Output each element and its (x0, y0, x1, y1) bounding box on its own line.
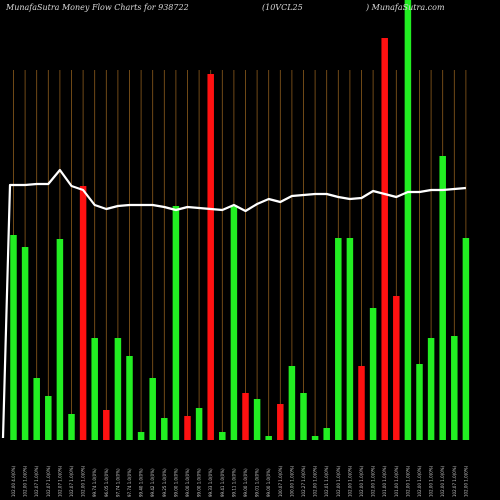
x-tick-label: 102.00 1.0(0%) (336, 465, 341, 497)
bar (416, 364, 423, 440)
chart-title-left: MunafaSutra Money Flow Charts for 938722 (5, 3, 189, 12)
x-tick-label: 99.33 1.0(0%) (208, 468, 213, 497)
bar (393, 296, 400, 440)
bar (439, 156, 446, 440)
x-tick-label: 102.07 1.0(0%) (69, 465, 74, 497)
bar (451, 336, 458, 440)
x-tick-label: 102.00 1.0(0%) (463, 465, 468, 497)
x-tick-label: 100.00 1.0(0%) (289, 465, 294, 497)
x-tick-label: 102.07 1.0(0%) (452, 465, 457, 497)
bar (68, 414, 75, 440)
x-tick-label: 99.40 1.0(0%) (139, 468, 144, 497)
x-tick-label: 102.00 1.0(0%) (417, 465, 422, 497)
bar (137, 432, 145, 440)
x-tick-label: 99.00 1.0(0%) (243, 468, 248, 497)
x-tick-label: 102.07 1.0(0%) (34, 465, 39, 497)
bar (207, 74, 214, 440)
x-tick-label: 102.00 1.0(0%) (405, 465, 410, 497)
bar (219, 432, 226, 440)
x-tick-label: 102.00 1.0(0%) (347, 465, 352, 497)
bar (184, 416, 191, 440)
bar (33, 378, 40, 440)
bar (10, 235, 17, 440)
bar (335, 238, 342, 440)
x-tick-label: 99.00 1.0(0%) (185, 468, 190, 497)
x-tick-label: 102.00 1.0(0%) (23, 465, 28, 497)
chart-title-symbol: (10VCL25 (262, 3, 303, 12)
bar (288, 366, 296, 440)
x-tick-label: 102.01 1.0(0%) (324, 465, 329, 497)
x-tick-label: 99.00 1.0(0%) (266, 468, 271, 497)
x-tick-label: 99.00 1.0(0%) (197, 468, 202, 497)
money-flow-line (1, 168, 466, 439)
bar (21, 247, 29, 440)
x-tick-label: 101.00 1.0(0%) (394, 465, 399, 497)
bar (149, 378, 156, 440)
bar (311, 436, 319, 440)
bar (79, 186, 87, 440)
bar (265, 436, 272, 440)
x-tick-label: 96.05 1.0(0%) (104, 468, 109, 497)
x-tick-label: 102.00 1.0(0%) (371, 465, 376, 497)
bar (277, 404, 284, 440)
bar (91, 338, 98, 440)
x-tick-label: 102.00 1.0(0%) (81, 465, 86, 497)
x-tick-label: 102.07 1.0(0%) (57, 465, 62, 497)
bar (253, 399, 261, 440)
x-tick-label: 99.41 1.0(0%) (220, 468, 225, 497)
bar (230, 206, 238, 440)
x-tick-label: 102.27 1.0(0%) (301, 465, 306, 497)
bar-series (10, 0, 470, 440)
bar (45, 396, 52, 440)
x-tick-labels: 102.00 4.0(0%) 102.00 1.0(0%) 102.07 1.0(0… (11, 465, 468, 497)
bar (381, 38, 388, 440)
bar (427, 338, 435, 440)
x-tick-label: 99.42 1.0(0%) (150, 468, 155, 497)
bar (323, 428, 330, 440)
x-tick-label: 102.00 1.0(0%) (429, 465, 434, 497)
bar (126, 356, 133, 440)
bar (404, 0, 412, 440)
x-tick-label: 99.01 1.0(0%) (255, 468, 260, 497)
bar (462, 238, 470, 440)
x-tick-label: 102.00 1.0(0%) (440, 465, 445, 497)
bar (103, 410, 110, 440)
x-tick-label: 97.74 1.0(0%) (127, 468, 132, 497)
x-tick-label: 99.25 1.0(0%) (162, 468, 167, 497)
x-tick-label: 99.00 1.0(0%) (173, 468, 178, 497)
x-tick-label: 102.00 4.0(0%) (11, 465, 16, 497)
bar (300, 393, 307, 440)
bar (172, 206, 180, 440)
x-tick-label: 102.00 1.0(0%) (359, 465, 364, 497)
x-tick-label: 99.11 1.0(0%) (231, 468, 236, 497)
x-tick-label: 102.07 1.0(0%) (46, 465, 51, 497)
bar (346, 238, 354, 440)
bar (195, 408, 203, 440)
chart-title-site: ) MunafaSutra.com (365, 3, 445, 12)
bar (114, 338, 122, 440)
bar (56, 239, 64, 440)
x-tick-label: 97.74 1.0(0%) (115, 468, 120, 497)
x-tick-label: 102.00 1.0(0%) (313, 465, 318, 497)
bar (161, 418, 168, 440)
x-tick-label: 99.74 1.0(0%) (92, 468, 97, 497)
bar (242, 393, 249, 440)
bar (369, 308, 377, 440)
bar (358, 366, 365, 440)
x-tick-label: 100.07 1.0(0%) (278, 465, 283, 497)
x-tick-label: 101.00 1.0(0%) (382, 465, 387, 497)
